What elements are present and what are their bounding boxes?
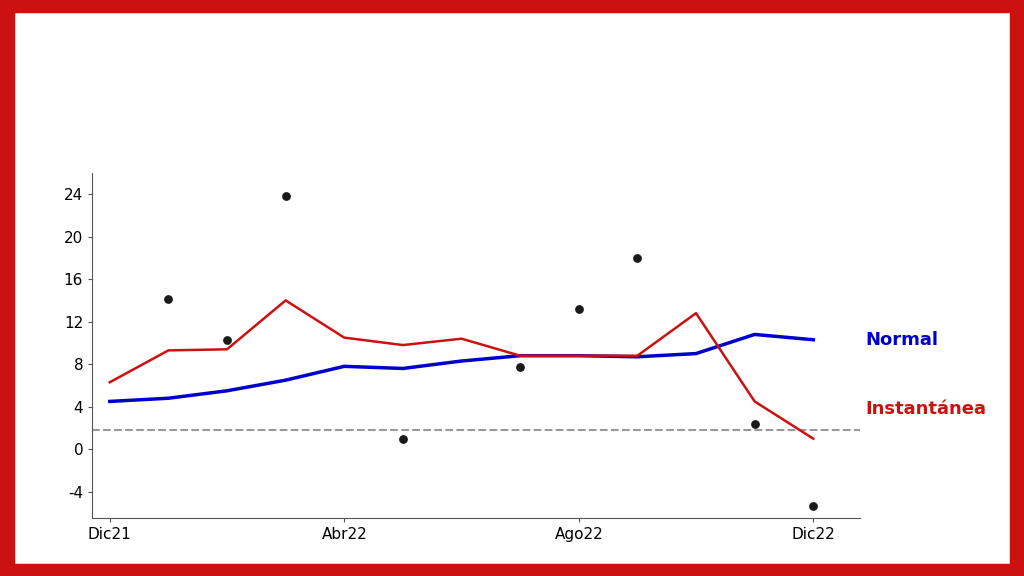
Point xyxy=(394,434,411,444)
Text: Fuente: Jan Eeeckhout: Fuente: Jan Eeeckhout xyxy=(551,123,760,142)
Point xyxy=(278,192,294,201)
Point xyxy=(805,501,821,510)
Point xyxy=(512,363,528,372)
Text: Instantánea: Instantánea xyxy=(865,400,986,418)
Point xyxy=(160,295,176,304)
Point xyxy=(570,304,587,313)
Text: Normal: Normal xyxy=(865,331,938,348)
Text: INFLACIÓN INSTANTÁNEA Y NORMAL EN LA ZONA EURO: INFLACIÓN INSTANTÁNEA Y NORMAL EN LA ZON… xyxy=(86,58,778,78)
Point xyxy=(629,253,645,263)
Point xyxy=(746,419,763,429)
Point xyxy=(219,335,236,344)
